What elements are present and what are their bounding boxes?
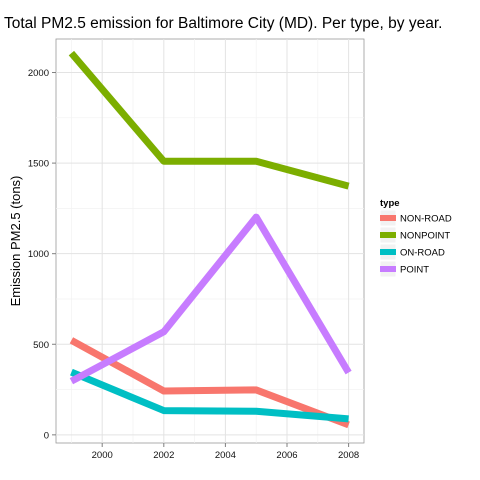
legend-title: type <box>380 198 400 209</box>
x-axis: 2000 2002 2004 2006 2008 <box>92 443 359 461</box>
x-tick-label: 2000 <box>92 450 113 461</box>
series-line-point <box>69 213 352 385</box>
chart-title: Total PM2.5 emission for Baltimore City … <box>4 15 442 32</box>
y-tick-label: 1000 <box>28 249 49 260</box>
series-line-non-road <box>69 337 350 429</box>
legend-label: ON-ROAD <box>400 248 445 259</box>
legend: type NON-ROAD NONPOINT ON-ROAD POINT <box>379 198 452 278</box>
x-tick-label: 2004 <box>215 450 236 461</box>
legend-label: NON-ROAD <box>400 214 452 225</box>
x-tick-label: 2006 <box>276 450 297 461</box>
series-layer <box>68 50 352 429</box>
y-axis: 0 500 1000 1500 2000 <box>28 68 56 441</box>
legend-label: POINT <box>400 265 429 276</box>
plot-panel <box>55 38 365 444</box>
legend-label: NONPOINT <box>400 231 450 242</box>
series-line-nonpoint <box>68 50 350 190</box>
y-tick-label: 1500 <box>28 159 49 170</box>
y-tick-label: 2000 <box>28 68 49 79</box>
series-line-on-road <box>70 368 349 423</box>
y-axis-title: Emission PM2.5 (tons) <box>8 176 23 307</box>
x-tick-label: 2008 <box>338 450 359 461</box>
x-tick-label: 2002 <box>153 450 174 461</box>
y-tick-label: 500 <box>33 340 49 351</box>
y-tick-label: 0 <box>44 430 49 441</box>
